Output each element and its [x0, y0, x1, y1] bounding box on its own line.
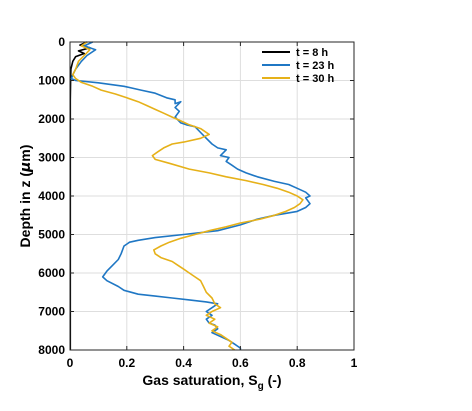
- series-line-3: [72, 41, 304, 351]
- legend-label-3: t = 30 h: [296, 73, 334, 85]
- x-tick-label: 1: [351, 356, 358, 370]
- legend-label-1: t = 8 h: [296, 47, 328, 59]
- x-tick-label: 0.8: [289, 356, 306, 370]
- y-tick-label: 6000: [38, 266, 65, 280]
- grid-lines: [70, 42, 354, 350]
- y-axis-title: Depth in z (μm): [17, 145, 34, 248]
- y-tick-label: 1000: [38, 74, 65, 88]
- y-tick-label: 4000: [38, 189, 65, 203]
- x-tick-label: 0.4: [175, 356, 192, 370]
- y-tick-label: 0: [58, 35, 65, 49]
- legend: t = 8 ht = 23 ht = 30 h: [262, 47, 334, 85]
- x-axis-title: Gas saturation, Sg (-): [142, 372, 281, 392]
- axis-ticks: 0 0.2 0.4 0.6 0.8 1 0 1000 2000 3000 4000 5000 6000 7…: [38, 35, 357, 370]
- x-tick-label: 0.6: [232, 356, 249, 370]
- x-tick-label: 0: [67, 356, 74, 370]
- y-tick-label: 5000: [38, 228, 65, 242]
- legend-label-2: t = 23 h: [296, 60, 334, 72]
- y-tick-label: 7000: [38, 305, 65, 319]
- y-tick-label: 2000: [38, 112, 65, 126]
- y-tick-label: 3000: [38, 151, 65, 165]
- y-tick-label: 8000: [38, 343, 65, 357]
- x-tick-label: 0.2: [118, 356, 135, 370]
- series-line-2: [70, 41, 311, 350]
